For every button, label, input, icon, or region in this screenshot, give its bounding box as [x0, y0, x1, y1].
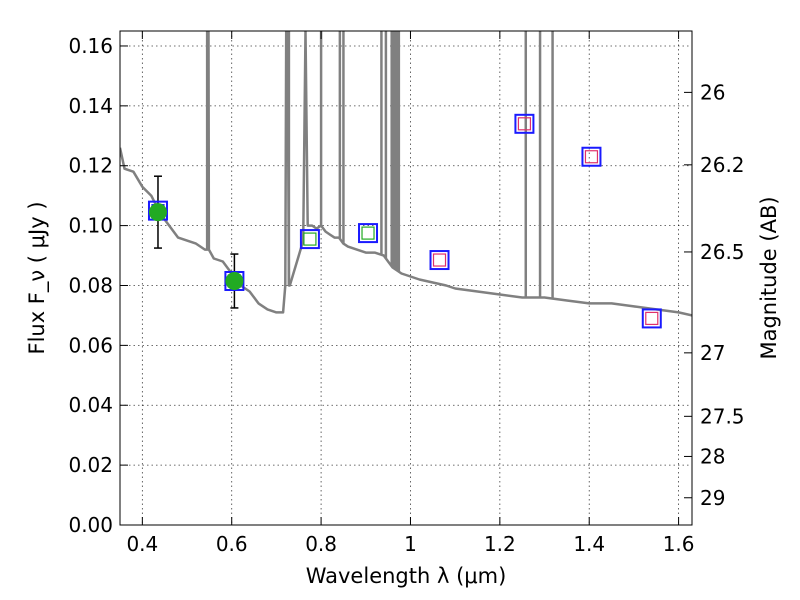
model-point-inner [361, 226, 375, 240]
x-tick-label: 1.2 [484, 532, 516, 556]
model-point-outer [581, 146, 602, 167]
right-tick-label: 29 [700, 486, 725, 510]
y-tick-label: 0.10 [68, 214, 113, 238]
right-tick-label: 27 [700, 341, 725, 365]
x-tick-label: 0.6 [216, 532, 248, 556]
right-tick-label: 27.5 [700, 404, 745, 428]
y-tick-label: 0.08 [68, 273, 113, 297]
x-axis-label: Wavelength λ (μm) [306, 564, 507, 588]
observed-point [148, 203, 167, 222]
model-point-inner [517, 117, 532, 131]
x-tick-label: 1.6 [663, 532, 695, 556]
model-point-outer [514, 113, 535, 134]
tick-labels: 0.4 0.6 0.8 1 1.2 1.4 1.6 0.00 0.02 0.04 0.06 0.08 0… [68, 34, 744, 556]
model-point-inner [645, 311, 659, 326]
ticks [120, 31, 692, 526]
y-tick-label: 0.00 [68, 513, 113, 537]
model-point-inner [584, 150, 599, 164]
x-tick-label: 1 [404, 532, 417, 556]
plot-area [120, 31, 692, 329]
y-tick-label: 0.16 [68, 34, 113, 58]
right-tick-label: 26.2 [700, 153, 745, 177]
y-tick-label: 0.02 [68, 453, 113, 477]
x-tick-label: 0.4 [126, 532, 158, 556]
right-tick-label: 26.5 [700, 240, 745, 264]
model-point-outer [429, 250, 450, 271]
right-tick-label: 26 [700, 80, 725, 104]
model-point-outer [358, 223, 379, 244]
sed-model-line [120, 31, 692, 317]
y-tick-label: 0.14 [68, 94, 113, 118]
model-point-inner [432, 253, 447, 267]
model-point-outer [641, 308, 662, 329]
y-tick-label: 0.12 [68, 154, 113, 178]
y-tick-label: 0.06 [68, 333, 113, 357]
y-tick-label: 0.04 [68, 393, 113, 417]
plot-frame [119, 30, 693, 526]
y-axis-label: Flux F_ν ( μJy ) [25, 201, 50, 354]
model-point-outer [299, 229, 320, 250]
x-tick-label: 1.4 [573, 532, 605, 556]
observed-point [225, 271, 244, 290]
model-point-inner [303, 232, 317, 246]
x-tick-label: 0.8 [305, 532, 337, 556]
right-axis-label: Magnitude (AB) [757, 196, 781, 359]
right-tick-label: 28 [700, 444, 725, 468]
